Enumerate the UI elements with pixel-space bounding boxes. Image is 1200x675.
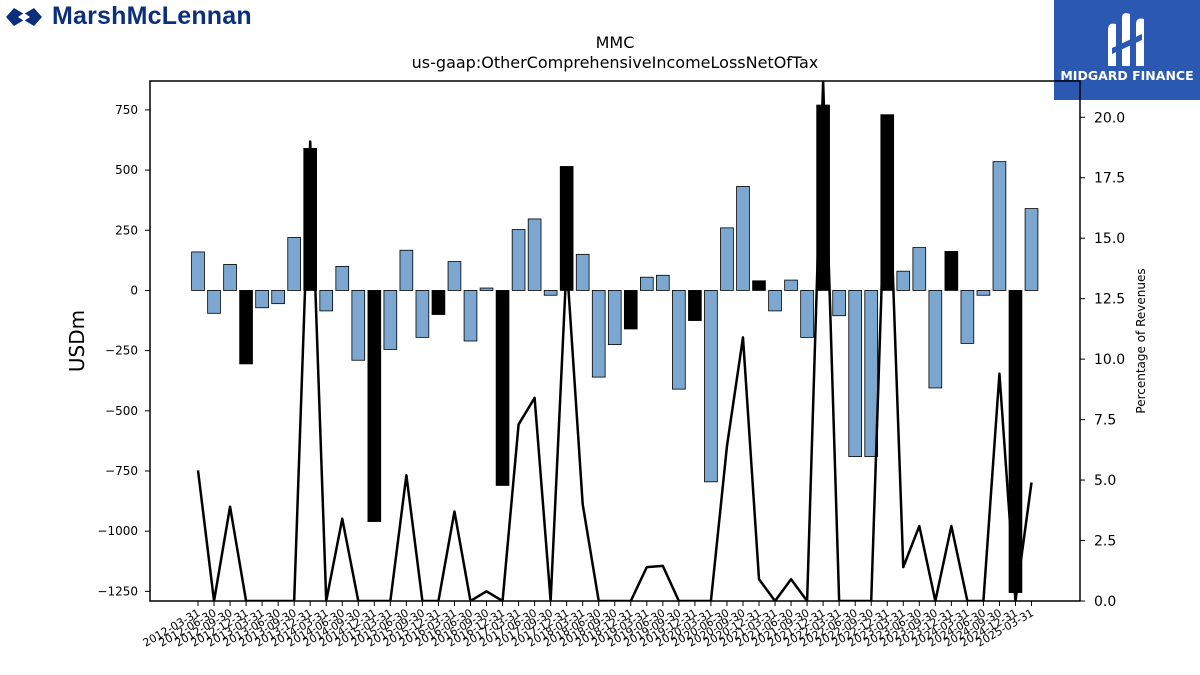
x-axis: 2012-03-312012-06-302012-09-302012-12-31… — [141, 601, 1036, 650]
bar — [399, 249, 414, 291]
bar — [832, 290, 846, 317]
bar — [640, 276, 654, 291]
y-axis-left: −1250 −1000 −750 −500 −250 0 250 500 750 — [97, 103, 150, 598]
bar — [271, 290, 285, 305]
bar — [960, 290, 975, 344]
bar — [1024, 208, 1039, 291]
bar — [255, 290, 269, 309]
y2-axis-label: Percentage of Revenues — [1134, 268, 1148, 413]
bar — [928, 290, 943, 389]
bar — [896, 270, 911, 291]
bar — [720, 227, 734, 291]
marshmclennan-logo: MarshMcLennan — [4, 2, 252, 31]
y-tick-label: 250 — [115, 223, 138, 237]
midgard-finance-logo: MIDGARD FINANCE — [1054, 0, 1200, 100]
bar — [848, 290, 862, 457]
y2-tick-label: 17.5 — [1094, 171, 1125, 187]
bar — [207, 290, 221, 314]
y2-tick-label: 10.0 — [1094, 352, 1125, 368]
y2-tick-label: 7.5 — [1094, 413, 1116, 429]
marsh-chevron-logo-icon — [6, 7, 42, 26]
bar — [383, 290, 398, 350]
bar — [768, 290, 782, 312]
bar — [319, 290, 334, 312]
chart-title: MMC — [596, 33, 635, 52]
y2-tick-label: 12.5 — [1094, 292, 1125, 308]
bar — [495, 290, 510, 486]
bar — [575, 253, 590, 291]
bar — [239, 290, 253, 365]
bar — [447, 261, 462, 291]
y2-tick-label: 5.0 — [1094, 473, 1116, 489]
bar — [367, 290, 382, 522]
bar — [511, 229, 526, 291]
y-tick-label: −250 — [105, 344, 138, 358]
y-axis-right: 0.0 2.5 5.0 7.5 10.0 12.5 15.0 17.5 20.0 — [1080, 110, 1125, 610]
bar — [672, 290, 686, 390]
bar — [479, 287, 494, 291]
bar — [351, 290, 366, 361]
bar — [559, 166, 574, 291]
bar — [223, 264, 237, 291]
bar — [543, 290, 558, 296]
bar — [944, 251, 959, 291]
bar — [784, 279, 798, 291]
bar — [912, 247, 927, 291]
y-tick-label: 750 — [115, 103, 138, 117]
midgard-finance-wordmark: MIDGARD FINANCE — [1060, 68, 1194, 83]
bar — [800, 290, 814, 338]
bar — [623, 290, 638, 330]
percentage-line-series — [196, 81, 1033, 601]
y-tick-label: −1250 — [97, 584, 138, 598]
bar — [431, 290, 446, 315]
bar — [976, 290, 991, 296]
y2-tick-label: 2.5 — [1094, 534, 1116, 550]
y2-tick-label: 20.0 — [1094, 110, 1125, 126]
y2-tick-label: 0.0 — [1094, 594, 1116, 610]
bar — [704, 290, 718, 483]
bar — [335, 265, 350, 291]
bar — [463, 290, 478, 342]
percentage-line — [196, 81, 1033, 601]
bar-series — [191, 104, 1039, 593]
bar — [415, 290, 430, 338]
y-axis-label: USDm — [65, 310, 89, 372]
bar — [591, 290, 606, 378]
bar — [688, 290, 702, 321]
y-tick-label: −1000 — [97, 524, 138, 538]
bar — [992, 161, 1007, 291]
bar — [736, 186, 750, 291]
midgard-monogram-icon — [1108, 13, 1144, 67]
bar — [656, 274, 670, 291]
y-tick-label: 0 — [130, 283, 138, 297]
y-tick-label: 500 — [115, 163, 138, 177]
y-tick-label: −750 — [105, 464, 138, 478]
bar — [607, 290, 622, 346]
bar — [527, 218, 542, 291]
y2-tick-label: 15.0 — [1094, 231, 1125, 247]
marshmclennan-wordmark: MarshMcLennan — [52, 2, 252, 30]
chart-subtitle: us-gaap:OtherComprehensiveIncomeLossNetO… — [412, 53, 819, 72]
y-tick-label: −500 — [105, 404, 138, 418]
bar — [287, 237, 301, 291]
bar — [191, 251, 205, 291]
bar — [752, 280, 766, 291]
